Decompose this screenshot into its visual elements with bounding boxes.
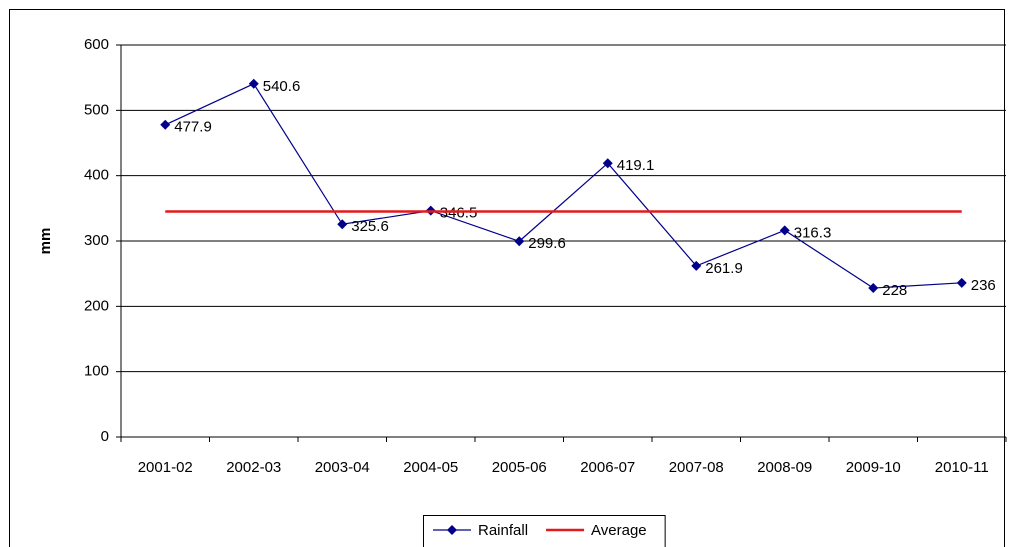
x-tick-label: 2006-07: [580, 459, 635, 476]
x-tick-label: 2008-09: [757, 459, 812, 476]
x-tick-label: 2004-05: [403, 459, 458, 476]
data-label: 325.6: [351, 218, 389, 235]
data-label: 346.5: [440, 205, 478, 222]
point-marker: [337, 219, 348, 230]
x-tick-label: 2001-02: [138, 459, 193, 476]
x-tick-label: 2007-08: [669, 459, 724, 476]
legend: Rainfall Average: [423, 515, 666, 547]
data-label: 228: [882, 282, 907, 299]
y-tick-label: 100: [84, 363, 109, 380]
y-tick-label: 400: [84, 167, 109, 184]
x-tick-label: 2005-06: [492, 459, 547, 476]
point-marker: [514, 236, 525, 247]
data-label: 299.6: [528, 235, 566, 252]
series-line: [164, 83, 962, 289]
data-label: 261.9: [705, 260, 743, 277]
point-marker: [248, 78, 259, 89]
data-label: 540.6: [263, 78, 301, 95]
data-label: 419.1: [617, 157, 655, 174]
point-marker: [691, 260, 702, 271]
chart-border: [9, 9, 1005, 547]
legend-label: Rainfall: [478, 522, 528, 539]
point-marker: [868, 283, 879, 294]
y-tick-label: 500: [84, 101, 109, 118]
point-marker: [779, 225, 790, 236]
data-label: 477.9: [174, 119, 212, 136]
x-tick-label: 2010-11: [935, 459, 989, 476]
x-tick-label: 2002-03: [226, 459, 281, 476]
point-marker: [602, 158, 613, 169]
legend-box: [423, 515, 666, 547]
x-tick-label: 2009-10: [846, 459, 901, 476]
point-marker: [956, 277, 967, 288]
data-label: 236: [971, 277, 996, 294]
y-axis-label: mm: [37, 228, 54, 255]
x-tick-label: 2003-04: [315, 459, 370, 476]
point-marker: [160, 119, 171, 130]
legend-label: Average: [591, 522, 647, 539]
y-tick-label: 300: [84, 232, 109, 249]
y-tick-label: 200: [84, 297, 109, 314]
y-tick-label: 0: [101, 428, 109, 445]
data-label: 316.3: [794, 224, 832, 241]
legend-marker: [447, 525, 457, 535]
y-tick-label: 600: [84, 36, 109, 53]
